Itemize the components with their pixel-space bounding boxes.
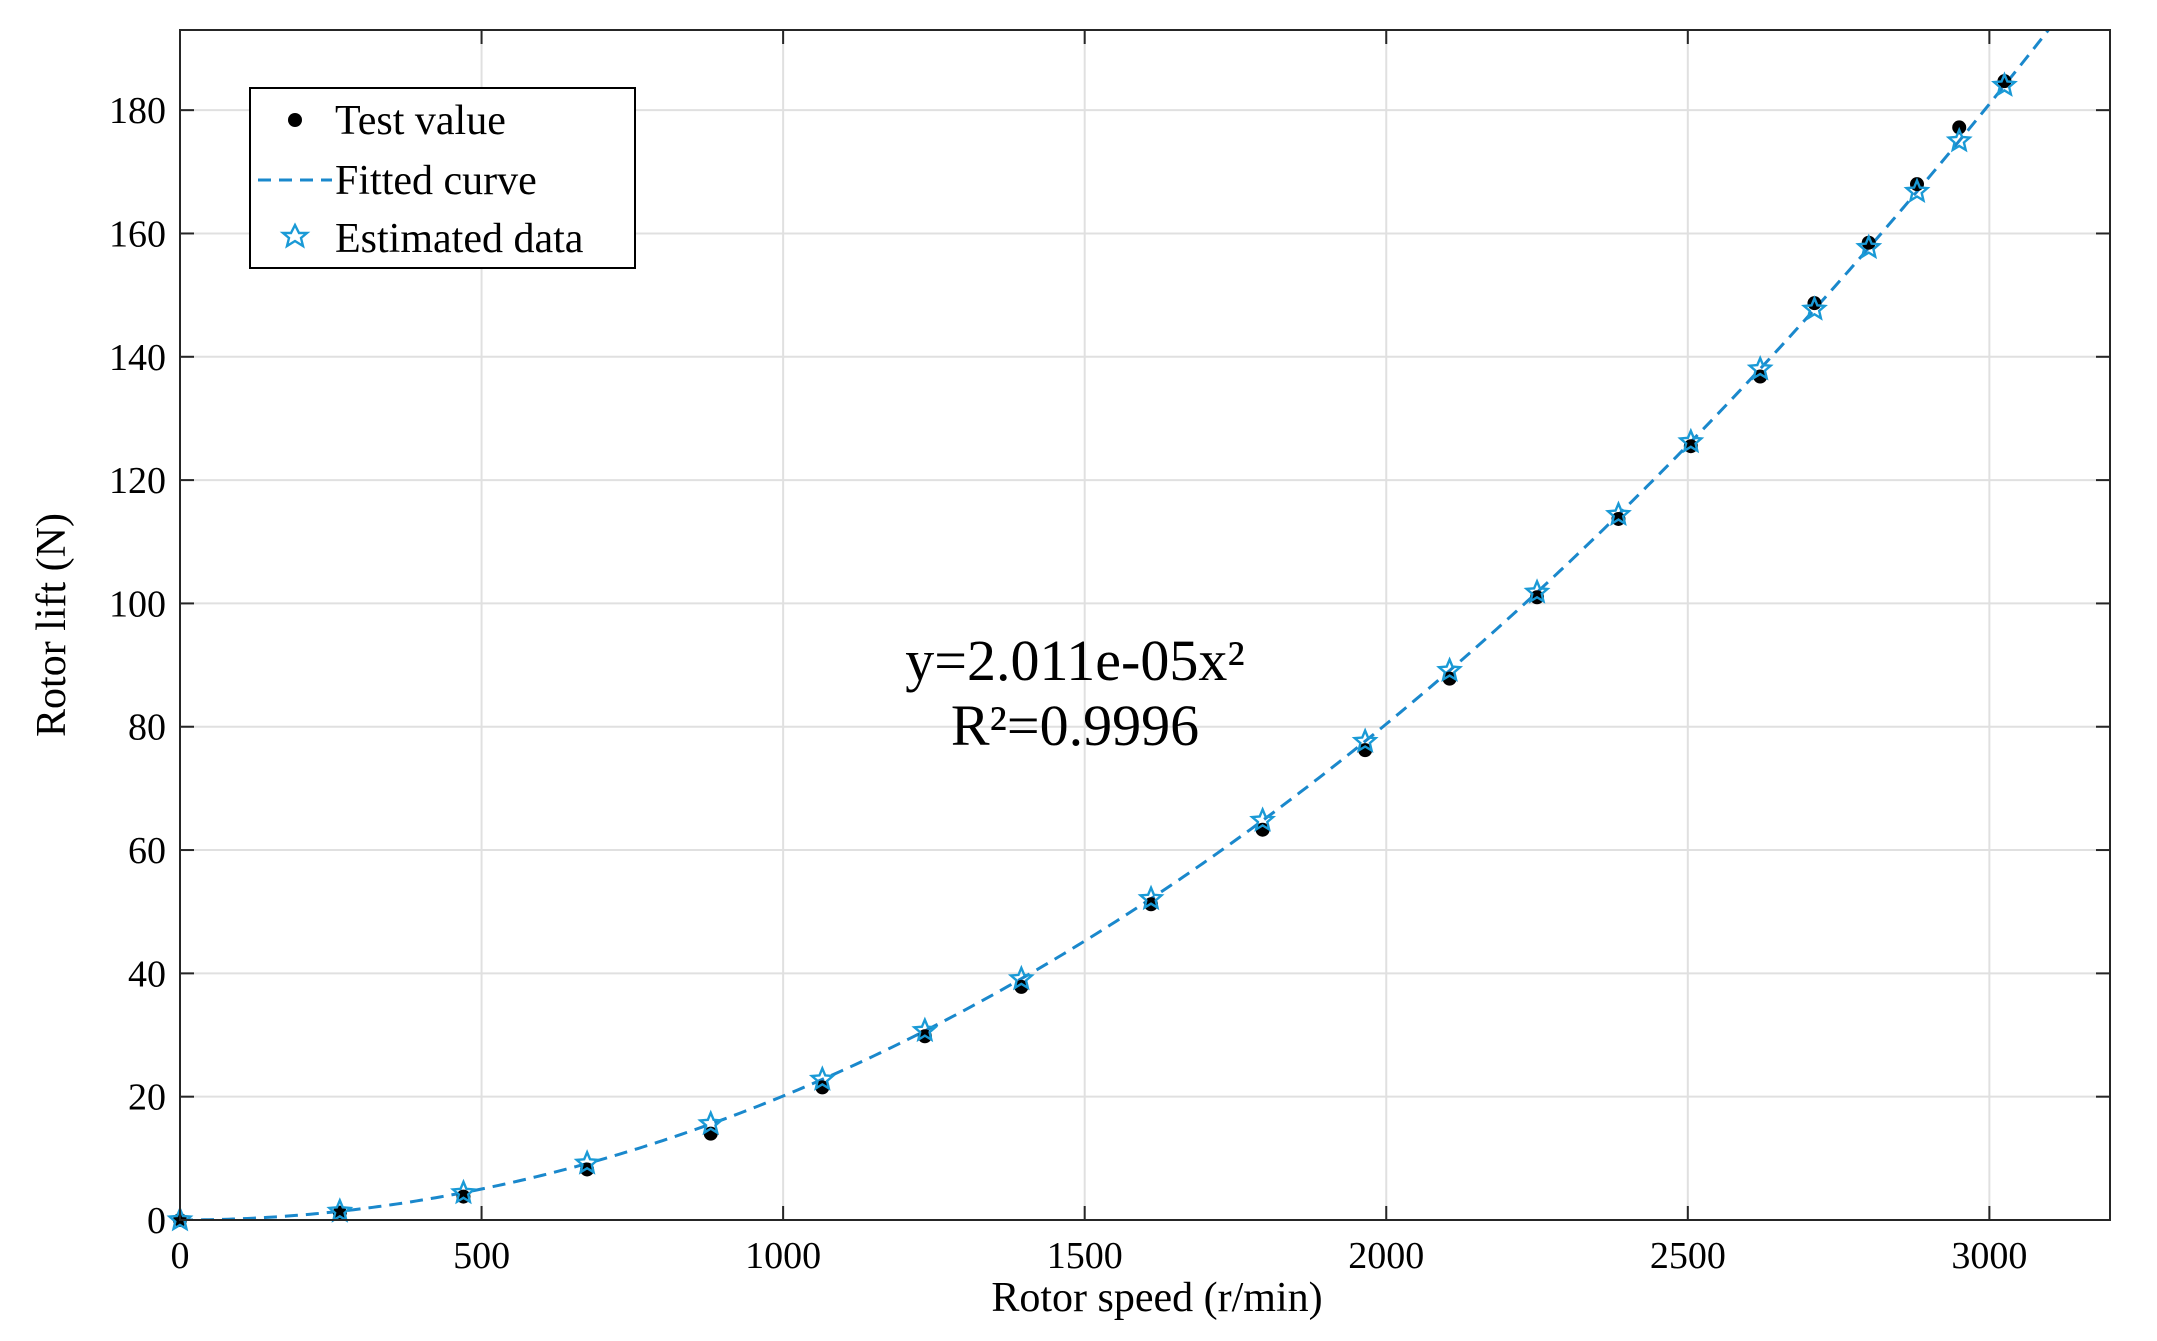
- y-tick-label: 40: [128, 953, 166, 995]
- estimated-data-star: [1746, 354, 1774, 381]
- plot-frame: [179, 29, 2111, 1221]
- y-tick-label: 180: [109, 90, 166, 132]
- test-value-point: [1442, 671, 1457, 686]
- x-tick-label: 2000: [1348, 1235, 1424, 1277]
- estimated-data-star: [1677, 427, 1705, 454]
- estimated-data-star: [1137, 884, 1165, 911]
- estimated-data-star: [450, 1178, 477, 1205]
- estimated-data-star: [1855, 233, 1883, 260]
- series-layer: [166, 30, 2051, 1232]
- estimated-data-star: [808, 1065, 836, 1091]
- test-value-point: [815, 1080, 830, 1095]
- x-tick-label: 2500: [1650, 1235, 1726, 1277]
- estimated-data-star: [1436, 656, 1464, 683]
- estimated-data-star: [1903, 177, 1931, 203]
- estimated-data-star: [697, 1109, 725, 1136]
- legend-test-marker: [288, 113, 302, 127]
- legend-box: [249, 87, 636, 269]
- estimated-data-star: [573, 1149, 601, 1175]
- x-tick-label: 500: [453, 1235, 510, 1277]
- x-tick-label: 3000: [1951, 1235, 2027, 1277]
- grid: [180, 30, 2110, 1220]
- estimated-data-star: [1801, 295, 1828, 321]
- y-tick-label: 80: [128, 707, 166, 749]
- test-value-point: [332, 1205, 347, 1220]
- estimated-data-star: [326, 1197, 354, 1223]
- x-tick-label: 1000: [745, 1235, 821, 1277]
- test-value-point: [1014, 979, 1029, 994]
- estimated-data-star: [166, 1205, 194, 1232]
- estimated-data-star: [1007, 964, 1035, 991]
- test-value-point: [1997, 74, 2012, 89]
- estimated-data-star: [911, 1016, 939, 1043]
- y-tick-label: 60: [128, 830, 166, 872]
- y-tick-label: 140: [109, 337, 166, 379]
- x-tick-label: 0: [171, 1235, 190, 1277]
- x-tick-label: 1500: [1047, 1235, 1123, 1277]
- test-value-point: [1753, 369, 1768, 384]
- r-squared-annotation: R²=0.9996: [951, 693, 1199, 758]
- y-tick-label: 160: [109, 213, 166, 255]
- test-value-point: [1358, 743, 1373, 758]
- fit-equation-annotation: y=2.011e-05x²: [905, 628, 1245, 693]
- y-tick-label: 20: [128, 1077, 166, 1119]
- axis-ticks: 0 500 1000 1500 2000 2500 3000 0 20 40 60 80 100 120 1…: [109, 30, 2110, 1277]
- test-value-point: [1861, 235, 1876, 250]
- legend-fit-label: Fitted curve: [335, 158, 537, 204]
- x-axis-label: Rotor speed (r/min): [991, 1275, 1322, 1321]
- estimated-data-star: [1991, 71, 2018, 97]
- legend-estimated-marker: [279, 222, 311, 249]
- y-axis-label: Rotor lift (N): [29, 513, 75, 737]
- y-tick-label: 100: [109, 583, 166, 625]
- estimated-data-star: [1523, 578, 1551, 604]
- estimated-data-star: [1351, 727, 1379, 753]
- estimated-data-star: [1605, 500, 1632, 527]
- legend-test-label: Test value: [335, 98, 506, 144]
- legend: Test value Fitted curve Estimated data: [249, 87, 636, 269]
- test-value-point: [1807, 296, 1822, 311]
- estimated-data-star: [1249, 806, 1277, 832]
- y-tick-label: 120: [109, 460, 166, 502]
- estimated-data-star: [1945, 126, 1973, 153]
- legend-estimated-label: Estimated data: [335, 216, 584, 262]
- y-tick-label: 0: [147, 1200, 166, 1242]
